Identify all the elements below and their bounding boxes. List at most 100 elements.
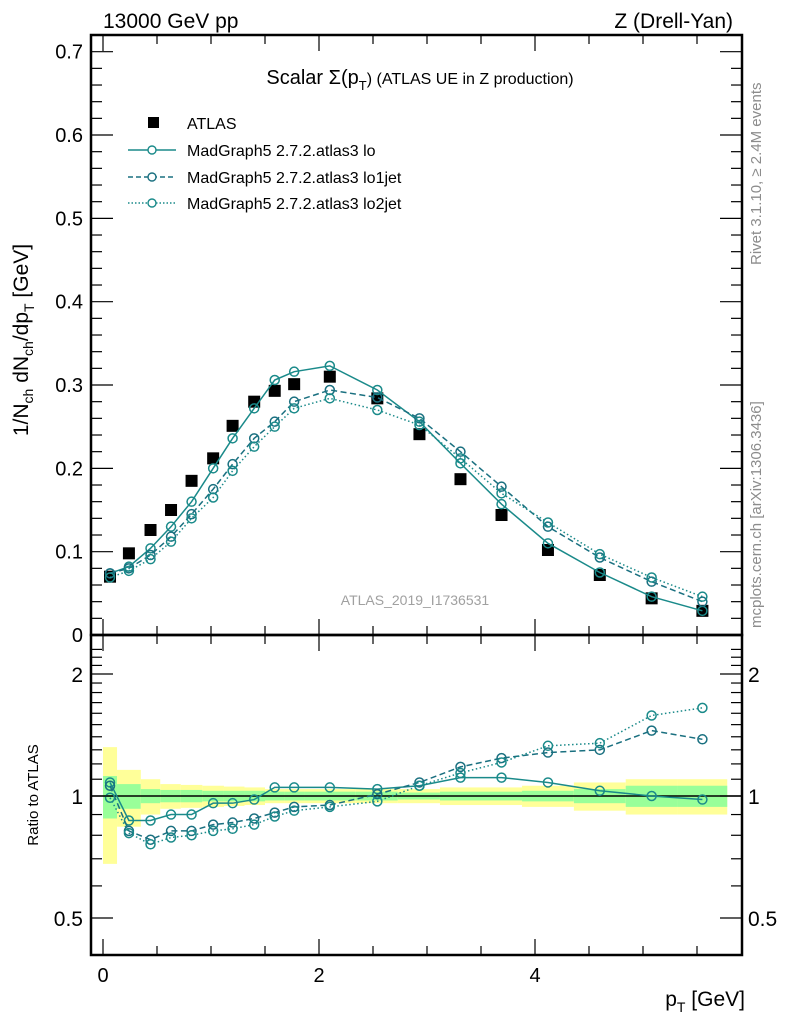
- atlas-data-point: [413, 428, 426, 441]
- atlas-data-point: [165, 504, 178, 517]
- data-point: [104, 568, 116, 579]
- ratio-point: [496, 752, 507, 764]
- data-point: [646, 576, 657, 587]
- main-panel: 0 0.1 0.2 0.3 0.4 0.5 0.6 0.7 ATLAS_2019_I17365…: [10, 33, 744, 647]
- data-point: [455, 446, 466, 457]
- ratio-point: [697, 794, 708, 805]
- main-y-tick-label: 0.1: [55, 542, 83, 564]
- main-y-tick-label: 0.2: [55, 458, 83, 480]
- ratio-point: [207, 819, 219, 830]
- data-point: [248, 403, 260, 414]
- data-point: [594, 567, 606, 578]
- main-y-tick-label: 0: [72, 625, 83, 647]
- ratio-point: [288, 782, 300, 793]
- data-point: [594, 552, 606, 563]
- ratio-point: [227, 823, 238, 835]
- data-point: [227, 458, 238, 470]
- main-y-tick-label: 0.6: [55, 125, 83, 147]
- atlas-data-point: [268, 384, 281, 397]
- atlas-data-point: [226, 419, 239, 432]
- main-series-group: [104, 360, 709, 617]
- ratio-point: [414, 777, 425, 788]
- ratio-y-tick-label-right: 1: [748, 786, 760, 809]
- data-point: [186, 513, 197, 524]
- header-right: Z (Drell-Yan): [614, 10, 733, 33]
- data-point: [248, 441, 260, 452]
- ratio-y-tick-label-right: 0.5: [748, 908, 777, 931]
- data-point: [324, 393, 336, 404]
- series-line: [109, 365, 703, 612]
- ratio-point: [697, 734, 708, 745]
- ratio-point: [594, 737, 606, 749]
- legend-label-lo1jet: MadGraph5 2.7.2.atlas3 lo1jet: [187, 170, 402, 187]
- data-point: [542, 521, 554, 532]
- ratio-panel: 0 2 4 0.5 0.5 1 1 2 2 Ratio to ATLAS: [25, 633, 777, 987]
- data-point: [207, 463, 219, 474]
- header-left: 13000 GeV pp: [103, 10, 238, 33]
- series-madgraph5-2-7-2-atlas3-lo: [104, 360, 708, 617]
- ratio-point: [248, 794, 260, 805]
- data-point: [414, 413, 425, 424]
- ratio-series-line: [109, 776, 703, 822]
- main-y-label-text: 1/Nch dNch/dpT [GeV]: [10, 244, 37, 436]
- atlas-data-point: [495, 509, 508, 522]
- ratio-point: [165, 809, 177, 820]
- ratio-point: [646, 790, 657, 802]
- ratio-point: [227, 797, 238, 809]
- data-point: [165, 531, 177, 542]
- data-point: [288, 403, 300, 414]
- atlas-data-point: [185, 474, 198, 487]
- legend-marker-lo: [147, 145, 157, 155]
- data-point: [697, 591, 708, 602]
- ratio-point: [646, 725, 657, 736]
- ratio-point: [165, 825, 177, 837]
- x-tick-label: 4: [529, 965, 540, 987]
- data-point: [542, 517, 554, 528]
- data-point: [269, 421, 280, 432]
- data-point: [414, 419, 425, 431]
- data-point: [455, 453, 466, 464]
- data-point: [496, 498, 507, 510]
- main-y-tick-label: 0.5: [55, 208, 83, 230]
- ratio-series-group: [104, 702, 708, 850]
- data-point: [207, 492, 219, 503]
- data-point: [372, 392, 383, 403]
- ratio-point: [123, 815, 135, 826]
- data-point: [145, 543, 156, 554]
- legend-marker-lo2jet: [147, 198, 157, 208]
- data-point: [123, 565, 135, 577]
- legend-label-atlas: ATLAS: [187, 116, 237, 133]
- ratio-point: [496, 772, 507, 783]
- x-label-tail: [GeV]: [685, 988, 745, 1011]
- ratio-series-madgraph5-2-7-2-atlas3-lo2jet: [104, 702, 708, 850]
- ratio-series-line: [109, 707, 703, 846]
- ratio-point: [288, 805, 300, 816]
- ratio-y-tick-label-left: 0.5: [54, 908, 83, 931]
- ratio-point: [186, 809, 197, 820]
- chart-title: Scalar Σ(pT) (ATLAS UE in Z production): [266, 67, 573, 93]
- ratio-y-tick-label-left: 2: [71, 664, 83, 687]
- ratio-point: [269, 782, 280, 793]
- ratio-y-tick-label-left: 1: [71, 786, 83, 809]
- data-point: [646, 591, 657, 602]
- series-line: [109, 397, 703, 598]
- legend-label-lo: MadGraph5 2.7.2.atlas3 lo: [187, 143, 376, 160]
- title-sub: T: [359, 78, 367, 93]
- ratio-axis-ticks: 0 2 4 0.5 0.5 1 1 2 2: [54, 635, 777, 987]
- ratio-point: [145, 815, 156, 826]
- ratio-band-inner: [103, 776, 118, 819]
- data-point: [372, 404, 383, 416]
- ratio-uncertainty-bands: [103, 747, 728, 864]
- legend-marker-atlas: [148, 117, 159, 128]
- legend-label-lo2jet: MadGraph5 2.7.2.atlas3 lo2jet: [187, 196, 402, 213]
- data-point: [288, 366, 300, 377]
- ratio-point: [324, 782, 336, 793]
- ratio-point: [165, 832, 177, 843]
- ratio-point: [207, 797, 219, 809]
- atlas-data-point: [323, 370, 336, 383]
- atlas-data-point: [144, 524, 157, 537]
- ratio-point: [227, 817, 238, 828]
- x-axis-label: pT [GeV]: [665, 988, 745, 1015]
- x-label-sub: T: [677, 999, 686, 1015]
